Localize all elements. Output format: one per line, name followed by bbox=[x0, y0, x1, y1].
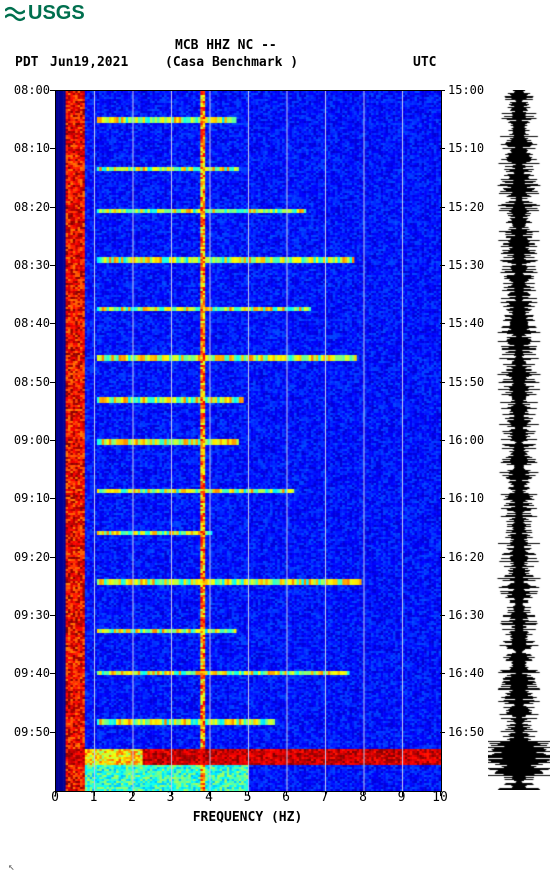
wave-icon bbox=[5, 5, 25, 23]
logo-text: USGS bbox=[28, 2, 85, 25]
spectrogram bbox=[55, 90, 440, 790]
y-right-tick: 15:40 bbox=[448, 316, 488, 330]
y-left-tick: 09:20 bbox=[5, 550, 50, 564]
y-left-tick: 09:40 bbox=[5, 666, 50, 680]
y-axis-left: 08:0008:1008:2008:3008:4008:5009:0009:10… bbox=[5, 90, 50, 790]
cursor-indicator: ↖ bbox=[8, 860, 15, 873]
y-right-tick: 15:20 bbox=[448, 200, 488, 214]
usgs-logo: USGS bbox=[5, 2, 85, 25]
y-right-tick: 16:20 bbox=[448, 550, 488, 564]
date-label: Jun19,2021 bbox=[50, 55, 128, 70]
left-tz-label: PDT bbox=[15, 55, 38, 70]
y-right-tick: 15:00 bbox=[448, 83, 488, 97]
y-left-tick: 08:50 bbox=[5, 375, 50, 389]
y-left-tick: 08:30 bbox=[5, 258, 50, 272]
location-label: (Casa Benchmark ) bbox=[165, 55, 298, 70]
spectrogram-canvas bbox=[55, 90, 442, 792]
y-left-tick: 09:50 bbox=[5, 725, 50, 739]
y-left-tick: 09:00 bbox=[5, 433, 50, 447]
y-axis-right: 15:0015:1015:2015:3015:4015:5016:0016:10… bbox=[448, 90, 488, 790]
y-left-tick: 08:00 bbox=[5, 83, 50, 97]
waveform-canvas bbox=[488, 90, 550, 790]
right-tz-label: UTC bbox=[413, 55, 436, 70]
y-right-tick: 16:40 bbox=[448, 666, 488, 680]
y-left-tick: 09:10 bbox=[5, 491, 50, 505]
y-right-tick: 15:30 bbox=[448, 258, 488, 272]
y-left-tick: 08:20 bbox=[5, 200, 50, 214]
x-axis-label: FREQUENCY (HZ) bbox=[55, 810, 440, 825]
y-right-tick: 16:50 bbox=[448, 725, 488, 739]
y-left-tick: 08:10 bbox=[5, 141, 50, 155]
y-right-tick: 15:50 bbox=[448, 375, 488, 389]
station-label: MCB HHZ NC -- bbox=[175, 38, 277, 53]
y-right-tick: 16:30 bbox=[448, 608, 488, 622]
y-right-tick: 16:00 bbox=[448, 433, 488, 447]
waveform bbox=[488, 90, 550, 790]
y-right-tick: 15:10 bbox=[448, 141, 488, 155]
y-right-tick: 16:10 bbox=[448, 491, 488, 505]
y-left-tick: 09:30 bbox=[5, 608, 50, 622]
y-left-tick: 08:40 bbox=[5, 316, 50, 330]
